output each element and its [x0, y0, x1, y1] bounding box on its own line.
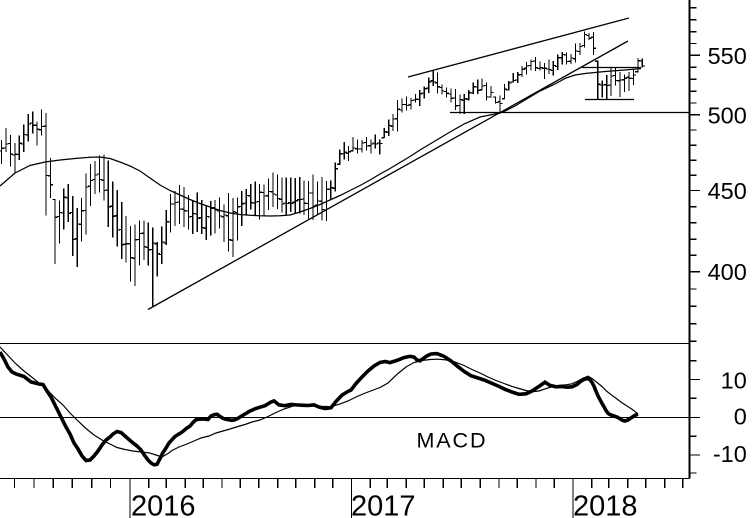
svg-text:550: 550 [708, 43, 747, 69]
svg-text:10: 10 [721, 367, 747, 393]
svg-text:-10: -10 [713, 441, 747, 467]
svg-text:0: 0 [734, 403, 747, 429]
svg-text:MACD: MACD [417, 429, 488, 453]
svg-text:450: 450 [708, 178, 747, 204]
svg-text:400: 400 [708, 259, 747, 285]
svg-text:500: 500 [708, 103, 747, 129]
svg-text:2017: 2017 [351, 491, 416, 518]
svg-text:2016: 2016 [131, 491, 196, 518]
svg-text:2018: 2018 [573, 491, 638, 518]
